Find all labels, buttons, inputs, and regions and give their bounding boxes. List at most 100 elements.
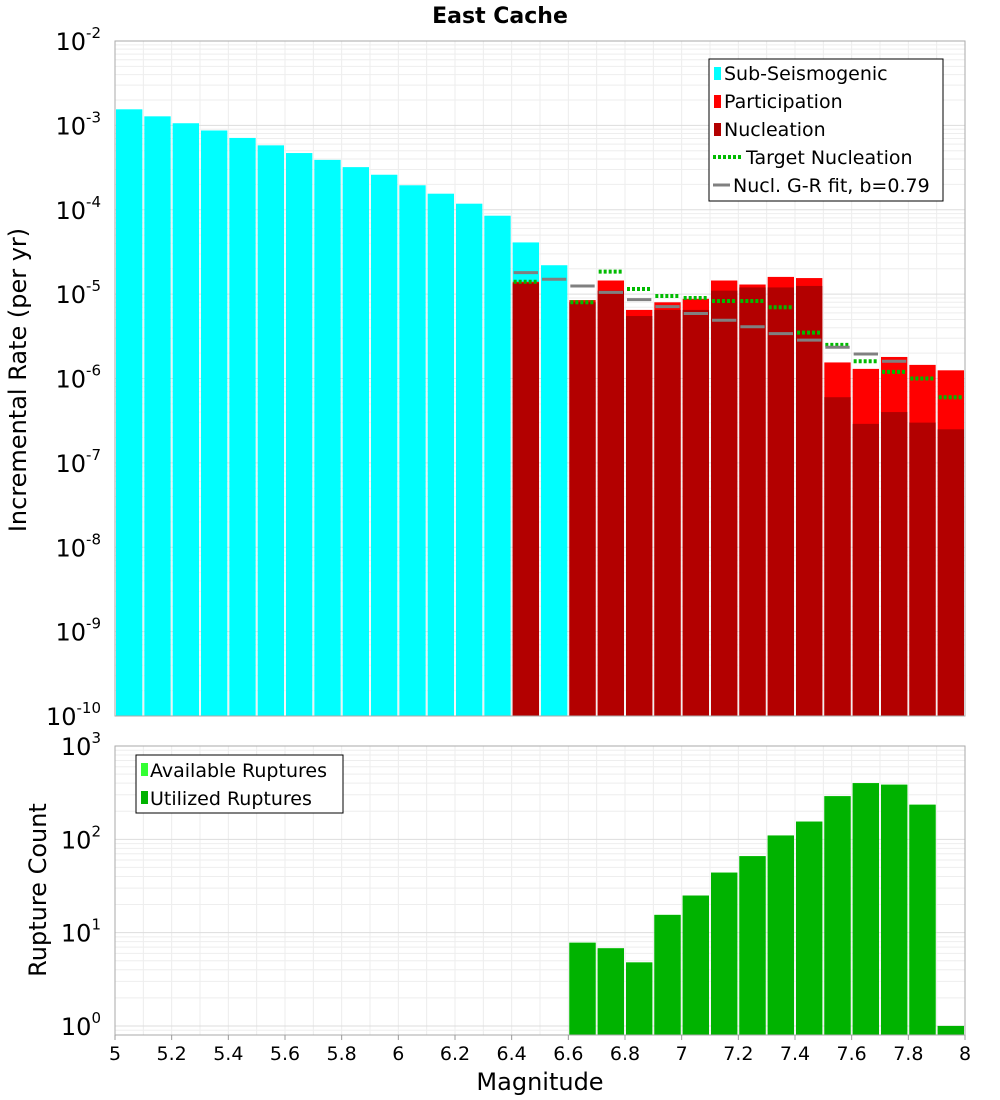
bar-nucleation [852, 423, 879, 716]
bar-utilized-ruptures [767, 835, 794, 1035]
bar-sub-seismogenic [116, 109, 143, 716]
bar-sub-seismogenic [229, 137, 256, 717]
bar-nucleation [569, 302, 596, 716]
y-tick-label: 10-5 [55, 277, 101, 309]
y-tick-label: 10-3 [55, 108, 101, 140]
x-tick-label: 5.8 [327, 1043, 357, 1065]
bar-nucleation [796, 285, 823, 716]
bar-utilized-ruptures [881, 784, 908, 1035]
top-legend-box [708, 58, 944, 202]
bar-nucleation [512, 283, 539, 716]
bar-utilized-ruptures [796, 821, 823, 1035]
x-tick-label: 7 [676, 1043, 688, 1065]
bar-utilized-ruptures [682, 895, 709, 1035]
top-line-segments [513, 269, 963, 400]
x-tick-label: 7.4 [780, 1043, 810, 1065]
x-axis-label: Magnitude [476, 1068, 603, 1096]
legend-label-target-nucleation: Target Nucleation [745, 147, 913, 169]
legend-label-utilized-ruptures: Utilized Ruptures [150, 788, 312, 810]
bar-nucleation [739, 287, 766, 716]
bar-utilized-ruptures [654, 914, 681, 1035]
legend-swatch-sub-seismogenic [714, 67, 721, 80]
bar-sub-seismogenic [144, 116, 171, 716]
bottom-bars [569, 783, 964, 1035]
x-tick-label: 6.2 [440, 1043, 470, 1065]
y-tick-label: 10-6 [55, 362, 101, 394]
legend-label-gr-fit: Nucl. G-R fit, b=0.79 [733, 175, 930, 197]
y-tick-label: 101 [61, 916, 101, 948]
bar-utilized-ruptures [739, 856, 766, 1035]
bar-nucleation [654, 309, 681, 716]
bar-nucleation [626, 316, 653, 716]
bar-sub-seismogenic [201, 130, 228, 717]
bottom-y-ticks: 100 101 102 103 [61, 729, 101, 1041]
bottom-legend: Available Ruptures Utilized Ruptures [135, 754, 344, 814]
y-tick-label: 103 [61, 729, 101, 761]
bottom-grid [114, 745, 966, 1036]
bar-utilized-ruptures [909, 804, 936, 1035]
bar-nucleation [881, 412, 908, 716]
bottom-legend-box [135, 754, 344, 814]
bar-utilized-ruptures [937, 1025, 964, 1035]
bar-utilized-ruptures [711, 872, 738, 1035]
bar-utilized-ruptures [597, 948, 624, 1035]
y-tick-label: 10-10 [46, 699, 101, 731]
x-tick-label: 5 [109, 1043, 121, 1065]
legend-label-nucleation: Nucleation [724, 119, 826, 141]
bar-nucleation [937, 429, 964, 716]
x-tick-label: 7.2 [723, 1043, 753, 1065]
bar-utilized-ruptures [569, 942, 596, 1035]
x-ticks: 5 5.2 5.4 5.6 5.8 6 6.2 6.4 6.6 6.8 7 7.2 7.4 7.6 7.8 8 [109, 1035, 971, 1065]
bar-utilized-ruptures [852, 783, 879, 1035]
top-legend: Sub-Seismogenic Participation Nucleation… [708, 58, 944, 202]
y-tick-label: 100 [61, 1009, 101, 1041]
y-tick-label: 10-2 [55, 24, 101, 56]
bar-sub-seismogenic [484, 215, 511, 717]
bottom-plot-frame [114, 745, 966, 1036]
bar-sub-seismogenic [399, 185, 426, 717]
bar-sub-seismogenic [314, 159, 341, 717]
bar-nucleation [711, 290, 738, 716]
legend-label-participation: Participation [724, 91, 843, 113]
x-tick-label: 8 [959, 1043, 971, 1065]
x-tick-label: 7.8 [893, 1043, 923, 1065]
bar-sub-seismogenic [172, 123, 199, 717]
top-y-axis-label: Incremental Rate (per yr) [4, 228, 32, 532]
y-tick-label: 102 [61, 822, 101, 854]
legend-label-sub-seismogenic: Sub-Seismogenic [724, 63, 888, 85]
bar-sub-seismogenic [342, 167, 369, 716]
x-tick-label: 5.6 [270, 1043, 300, 1065]
x-tick-label: 6.4 [497, 1043, 527, 1065]
bar-sub-seismogenic [371, 174, 398, 716]
top-y-ticks: 10-10 10-9 10-8 10-7 10-6 10-5 10-4 10-3 10-2 [46, 24, 101, 731]
bar-utilized-ruptures [626, 962, 653, 1035]
legend-swatch-available-ruptures [141, 763, 148, 776]
bar-nucleation [767, 287, 794, 716]
y-tick-label: 10-9 [55, 615, 101, 647]
x-tick-label: 6.8 [610, 1043, 640, 1065]
bar-nucleation [909, 422, 936, 716]
bar-nucleation [824, 397, 851, 716]
y-tick-label: 10-8 [55, 530, 101, 562]
x-tick-label: 6 [392, 1043, 404, 1065]
chart-title: East Cache [432, 4, 568, 29]
bar-sub-seismogenic [257, 145, 284, 717]
x-tick-label: 6.6 [553, 1043, 583, 1065]
bar-utilized-ruptures [824, 796, 851, 1035]
legend-swatch-nucleation [714, 123, 721, 136]
bar-sub-seismogenic [286, 153, 313, 716]
legend-swatch-utilized-ruptures [141, 791, 148, 804]
bar-sub-seismogenic [427, 193, 454, 716]
bar-sub-seismogenic [541, 265, 568, 716]
x-tick-label: 7.6 [837, 1043, 867, 1065]
legend-label-available-ruptures: Available Ruptures [150, 760, 327, 782]
x-tick-label: 5.2 [157, 1043, 187, 1065]
bar-sub-seismogenic [456, 203, 483, 717]
legend-swatch-participation [714, 95, 721, 108]
bar-nucleation [597, 290, 624, 716]
y-tick-label: 10-4 [55, 193, 101, 225]
bar-nucleation [682, 309, 709, 716]
top-plot-frame [114, 40, 966, 717]
bottom-y-axis-label: Rupture Count [24, 803, 52, 977]
